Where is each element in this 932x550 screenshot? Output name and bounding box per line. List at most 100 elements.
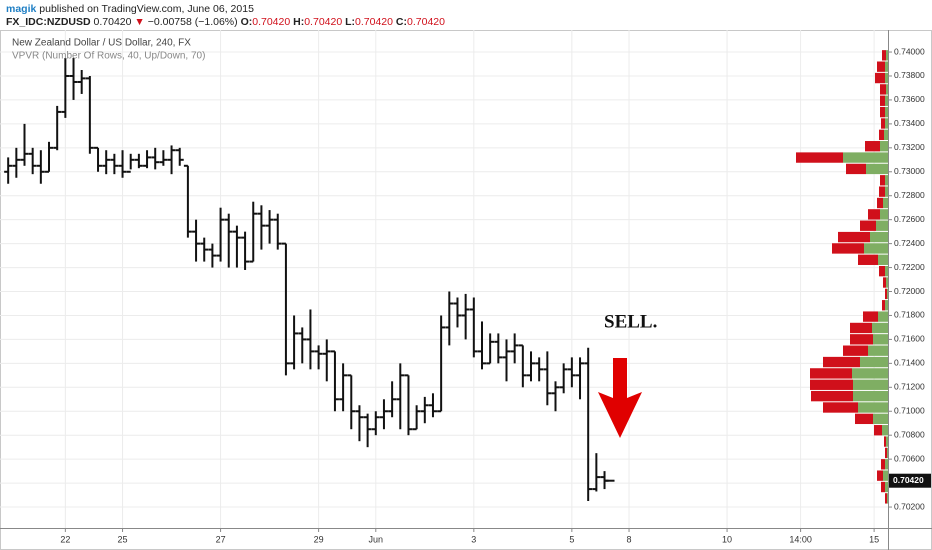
profile-up [882,425,888,436]
last-price-box [889,473,931,488]
profile-down [879,186,885,197]
author[interactable]: magik [6,3,37,15]
y-tick-label: 0.71600 [894,334,925,344]
profile-down [843,345,868,356]
profile-down [881,459,885,470]
x-tick-label: 25 [118,534,128,544]
y-tick-label: 0.72800 [894,190,925,200]
profile-up [886,277,888,288]
profile-up [883,197,888,209]
profile-up [884,129,888,141]
profile-down [846,163,866,175]
y-tick-label: 0.73400 [894,118,925,128]
profile-down [879,265,885,277]
header-line-2: FX_IDC:NZDUSD 0.70420 ▼ −0.00758 (−1.06%… [6,16,445,28]
y-tick-label: 0.70600 [894,453,925,463]
o-value: 0.70420 [252,16,290,28]
profile-up [880,209,888,220]
profile-up [858,402,888,413]
profile-down [868,209,880,220]
y-tick-label: 0.71000 [894,406,925,416]
profile-up [885,175,888,186]
profile-down [877,197,883,209]
profile-down [885,447,887,459]
profile-down [838,231,870,243]
profile-up [885,118,888,129]
profile-down [863,311,878,322]
profile-up [873,334,888,345]
y-tick-label: 0.72600 [894,214,925,224]
o-label: O: [241,16,253,28]
profile-down [810,368,852,379]
profile-up [887,447,888,459]
y-tick-label: 0.70200 [894,501,925,511]
profile-up [885,95,888,106]
profile-up [885,459,888,470]
profile-down [875,72,885,84]
last: 0.70420 [94,16,132,28]
h-value: 0.70420 [304,16,342,28]
profile-down [865,141,880,152]
profile-up [885,300,888,311]
profile-up [843,152,888,163]
profile-down [832,243,864,254]
y-tick-label: 0.74000 [894,46,925,56]
profile-up [878,311,888,322]
y-tick-label: 0.71800 [894,310,925,320]
profile-up [860,356,888,368]
x-tick-label: 14:00 [789,534,812,544]
profile-down [796,152,843,163]
profile-up [873,413,888,425]
profile-down [879,129,884,141]
header-line-1: magik published on TradingView.com, June… [6,3,254,15]
profile-down [880,175,885,186]
y-tick-label: 0.71200 [894,382,925,392]
c-label: C: [396,16,407,28]
y-tick-label: 0.73800 [894,70,925,80]
y-tick-label: 0.70800 [894,429,925,439]
profile-up [886,84,888,95]
bars [4,58,609,502]
profile-up [883,470,888,481]
profile-down [850,322,872,334]
profile-up [852,368,888,379]
profile-down [874,425,882,436]
profile-up [885,106,888,118]
x-tick-label: 15 [869,534,879,544]
profile-up [886,50,888,61]
profile-down [885,493,887,504]
indicator-label: VPVR (Number Of Rows, 40, Up/Down, 70) [12,51,205,62]
profile-down [885,288,887,300]
published: published on TradingView.com, June 06, 2… [39,3,254,15]
profile-up [876,220,888,231]
profile-up [887,288,888,300]
annotation: SELL. [604,311,657,332]
y-tick-label: 0.73000 [894,166,925,176]
y-tick-label: 0.73200 [894,142,925,152]
x-tick-label: 10 [722,534,732,544]
profile-down [810,379,853,390]
last-price-label: 0.70420 [893,475,924,485]
profile-up [870,231,888,243]
profile-up [886,436,888,447]
profile-up [868,345,888,356]
profile-down [882,300,885,311]
c-value: 0.70420 [407,16,445,28]
profile-up [853,379,888,390]
profile-up [878,254,888,265]
x-tick-label: Jun [369,534,384,544]
profile-down [860,220,876,231]
profile-up [853,390,888,402]
axes: 0.702000.704000.706000.708000.710000.712… [60,46,931,544]
x-tick-label: 22 [60,534,70,544]
x-tick-label: 5 [569,534,574,544]
x-tick-label: 29 [314,534,324,544]
profile-down [855,413,873,425]
profile-down [880,106,885,118]
sell-arrow [598,358,642,438]
x-tick-label: 27 [216,534,226,544]
profile-up [864,243,888,254]
symbol: FX_IDC:NZDUSD [6,16,91,28]
